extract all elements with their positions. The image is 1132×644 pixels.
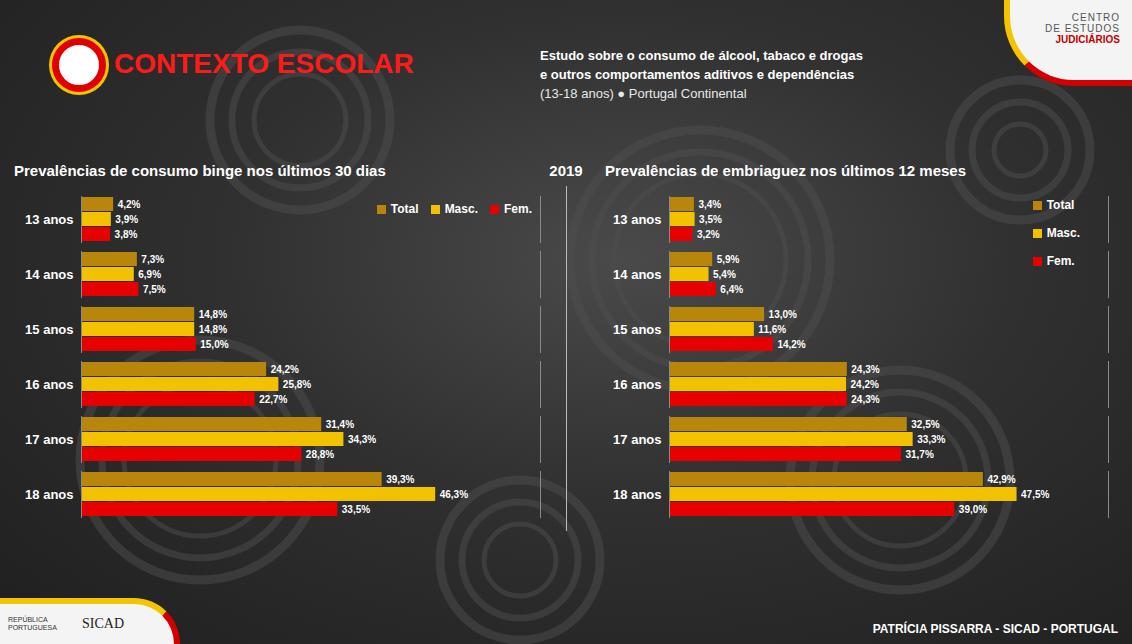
svg-text:14,8%: 14,8% <box>199 309 227 320</box>
svg-text:24,3%: 24,3% <box>851 364 879 375</box>
svg-text:24,3%: 24,3% <box>851 394 879 405</box>
svg-text:3,5%: 3,5% <box>699 214 722 225</box>
svg-text:33,5%: 33,5% <box>342 504 370 515</box>
svg-text:15 anos: 15 anos <box>25 322 73 337</box>
svg-text:13 anos: 13 anos <box>613 212 661 227</box>
svg-text:15,0%: 15,0% <box>200 339 228 350</box>
html-text:Masc.: Masc. <box>1046 226 1080 240</box>
svg-text:11,6%: 11,6% <box>758 324 786 335</box>
svg-text:5,4%: 5,4% <box>713 269 736 280</box>
svg-text:25,8%: 25,8% <box>283 379 311 390</box>
svg-text:3,9%: 3,9% <box>115 214 138 225</box>
svg-text:46,3%: 46,3% <box>440 489 468 500</box>
html-text:Prevalências de consumo binge: Prevalências de consumo binge nos último… <box>14 162 386 179</box>
svg-text:24,2%: 24,2% <box>851 379 879 390</box>
svg-text:39,3%: 39,3% <box>386 474 414 485</box>
html-text:e outros comportamentos aditiv: e outros comportamentos aditivos e depen… <box>540 67 855 82</box>
html-text:Fem.: Fem. <box>1046 254 1075 268</box>
svg-text:4,2%: 4,2% <box>118 199 141 210</box>
svg-text:24,2%: 24,2% <box>271 364 299 375</box>
svg-text:17 anos: 17 anos <box>25 432 73 447</box>
svg-text:34,3%: 34,3% <box>348 434 376 445</box>
svg-text:6,9%: 6,9% <box>138 269 161 280</box>
svg-text:3,2%: 3,2% <box>697 229 720 240</box>
svg-text:7,5%: 7,5% <box>143 284 166 295</box>
svg-text:14,8%: 14,8% <box>199 324 227 335</box>
svg-text:14 anos: 14 anos <box>613 267 661 282</box>
svg-text:17 anos: 17 anos <box>613 432 661 447</box>
html-text:Total: Total <box>390 202 419 216</box>
html-text:SICAD: SICAD <box>82 616 124 631</box>
html-text:Fem.: Fem. <box>504 202 532 216</box>
html-text:Prevalências de embriaguez nos: Prevalências de embriaguez nos últimos 1… <box>605 162 966 179</box>
html-text:2019: 2019 <box>549 162 583 179</box>
html-text:Total: Total <box>1046 198 1075 212</box>
svg-text:33,3%: 33,3% <box>917 434 945 445</box>
svg-text:13,0%: 13,0% <box>769 309 797 320</box>
svg-text:31,7%: 31,7% <box>905 449 933 460</box>
svg-text:32,5%: 32,5% <box>911 419 939 430</box>
svg-text:7,3%: 7,3% <box>141 254 164 265</box>
html-text:DE ESTUDOS: DE ESTUDOS <box>1045 23 1120 34</box>
svg-text:18 anos: 18 anos <box>613 487 661 502</box>
html-text:PATRÍCIA PISSARRA - SICAD - PO: PATRÍCIA PISSARRA - SICAD - PORTUGAL <box>872 622 1118 636</box>
svg-text:13 anos: 13 anos <box>25 212 73 227</box>
svg-text:5,9%: 5,9% <box>717 254 740 265</box>
svg-text:3,8%: 3,8% <box>115 229 138 240</box>
svg-text:28,8%: 28,8% <box>306 449 334 460</box>
html-text:REPÚBLICA PORTUGUESA: REPÚBLICA PORTUGUESA <box>8 616 57 631</box>
svg-text:47,5%: 47,5% <box>1021 489 1049 500</box>
html-text:CENTRO: CENTRO <box>1071 12 1120 23</box>
svg-text:15 anos: 15 anos <box>613 322 661 337</box>
html-text:CONTEXTO ESCOLAR: CONTEXTO ESCOLAR <box>114 48 414 79</box>
svg-text:14,2%: 14,2% <box>777 339 805 350</box>
svg-text:18 anos: 18 anos <box>25 487 73 502</box>
html-text:JUDICIÁRIOS: JUDICIÁRIOS <box>1055 34 1120 45</box>
svg-text:3,4%: 3,4% <box>698 199 721 210</box>
svg-text:22,7%: 22,7% <box>259 394 287 405</box>
svg-text:16 anos: 16 anos <box>613 377 661 392</box>
svg-text:39,0%: 39,0% <box>959 504 987 515</box>
svg-text:31,4%: 31,4% <box>326 419 354 430</box>
svg-text:14 anos: 14 anos <box>25 267 73 282</box>
html-text:(13-18 anos) ● Portugal Contin: (13-18 anos) ● Portugal Continental <box>540 86 747 101</box>
html-text:Estudo sobre o consumo de álco: Estudo sobre o consumo de álcool, tabaco… <box>540 48 863 63</box>
svg-text:16 anos: 16 anos <box>25 377 73 392</box>
svg-text:6,4%: 6,4% <box>720 284 743 295</box>
svg-text:42,9%: 42,9% <box>987 474 1015 485</box>
html-text:Masc.: Masc. <box>444 202 478 216</box>
